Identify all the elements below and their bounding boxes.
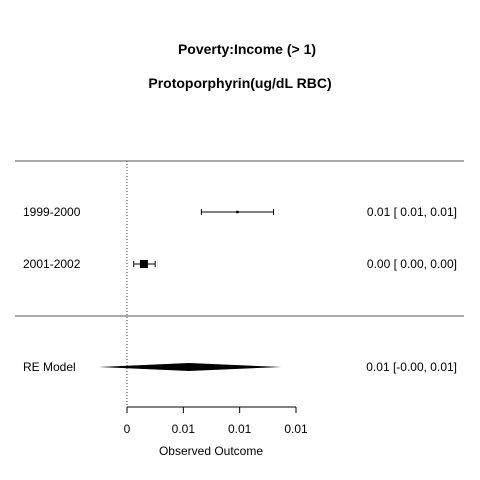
summary-label: RE Model: [23, 360, 76, 374]
study-row: 1999-2000 0.01 [ 0.01, 0.01]: [23, 205, 457, 219]
study-label: 2001-2002: [23, 257, 81, 271]
x-tick-label: 0.01: [228, 422, 252, 436]
study-estimate-text: 0.01 [ 0.01, 0.01]: [367, 205, 457, 219]
x-axis-label: Observed Outcome: [159, 444, 263, 458]
point-estimate: [236, 210, 239, 214]
chart-title: Poverty:Income (> 1): [178, 41, 316, 57]
study-estimate-text: 0.00 [ 0.00, 0.00]: [367, 257, 457, 271]
summary-estimate-text: 0.01 [-0.00, 0.01]: [366, 360, 457, 374]
x-tick-label: 0.01: [172, 422, 196, 436]
x-axis: 0 0.01 0.01 0.01: [124, 406, 308, 436]
point-estimate: [139, 260, 148, 268]
chart-subtitle: Protoporphyrin(ug/dL RBC): [148, 75, 331, 91]
x-tick-label: 0: [124, 422, 131, 436]
summary-row: RE Model 0.01 [-0.00, 0.01]: [23, 360, 457, 374]
study-label: 1999-2000: [23, 205, 81, 219]
study-rows: 1999-2000 0.01 [ 0.01, 0.01] 2001-2002 0.00…: [23, 205, 457, 271]
study-row: 2001-2002 0.00 [ 0.00, 0.00]: [23, 257, 457, 271]
summary-diamond: [98, 363, 282, 371]
x-tick-label: 0.01: [284, 422, 308, 436]
